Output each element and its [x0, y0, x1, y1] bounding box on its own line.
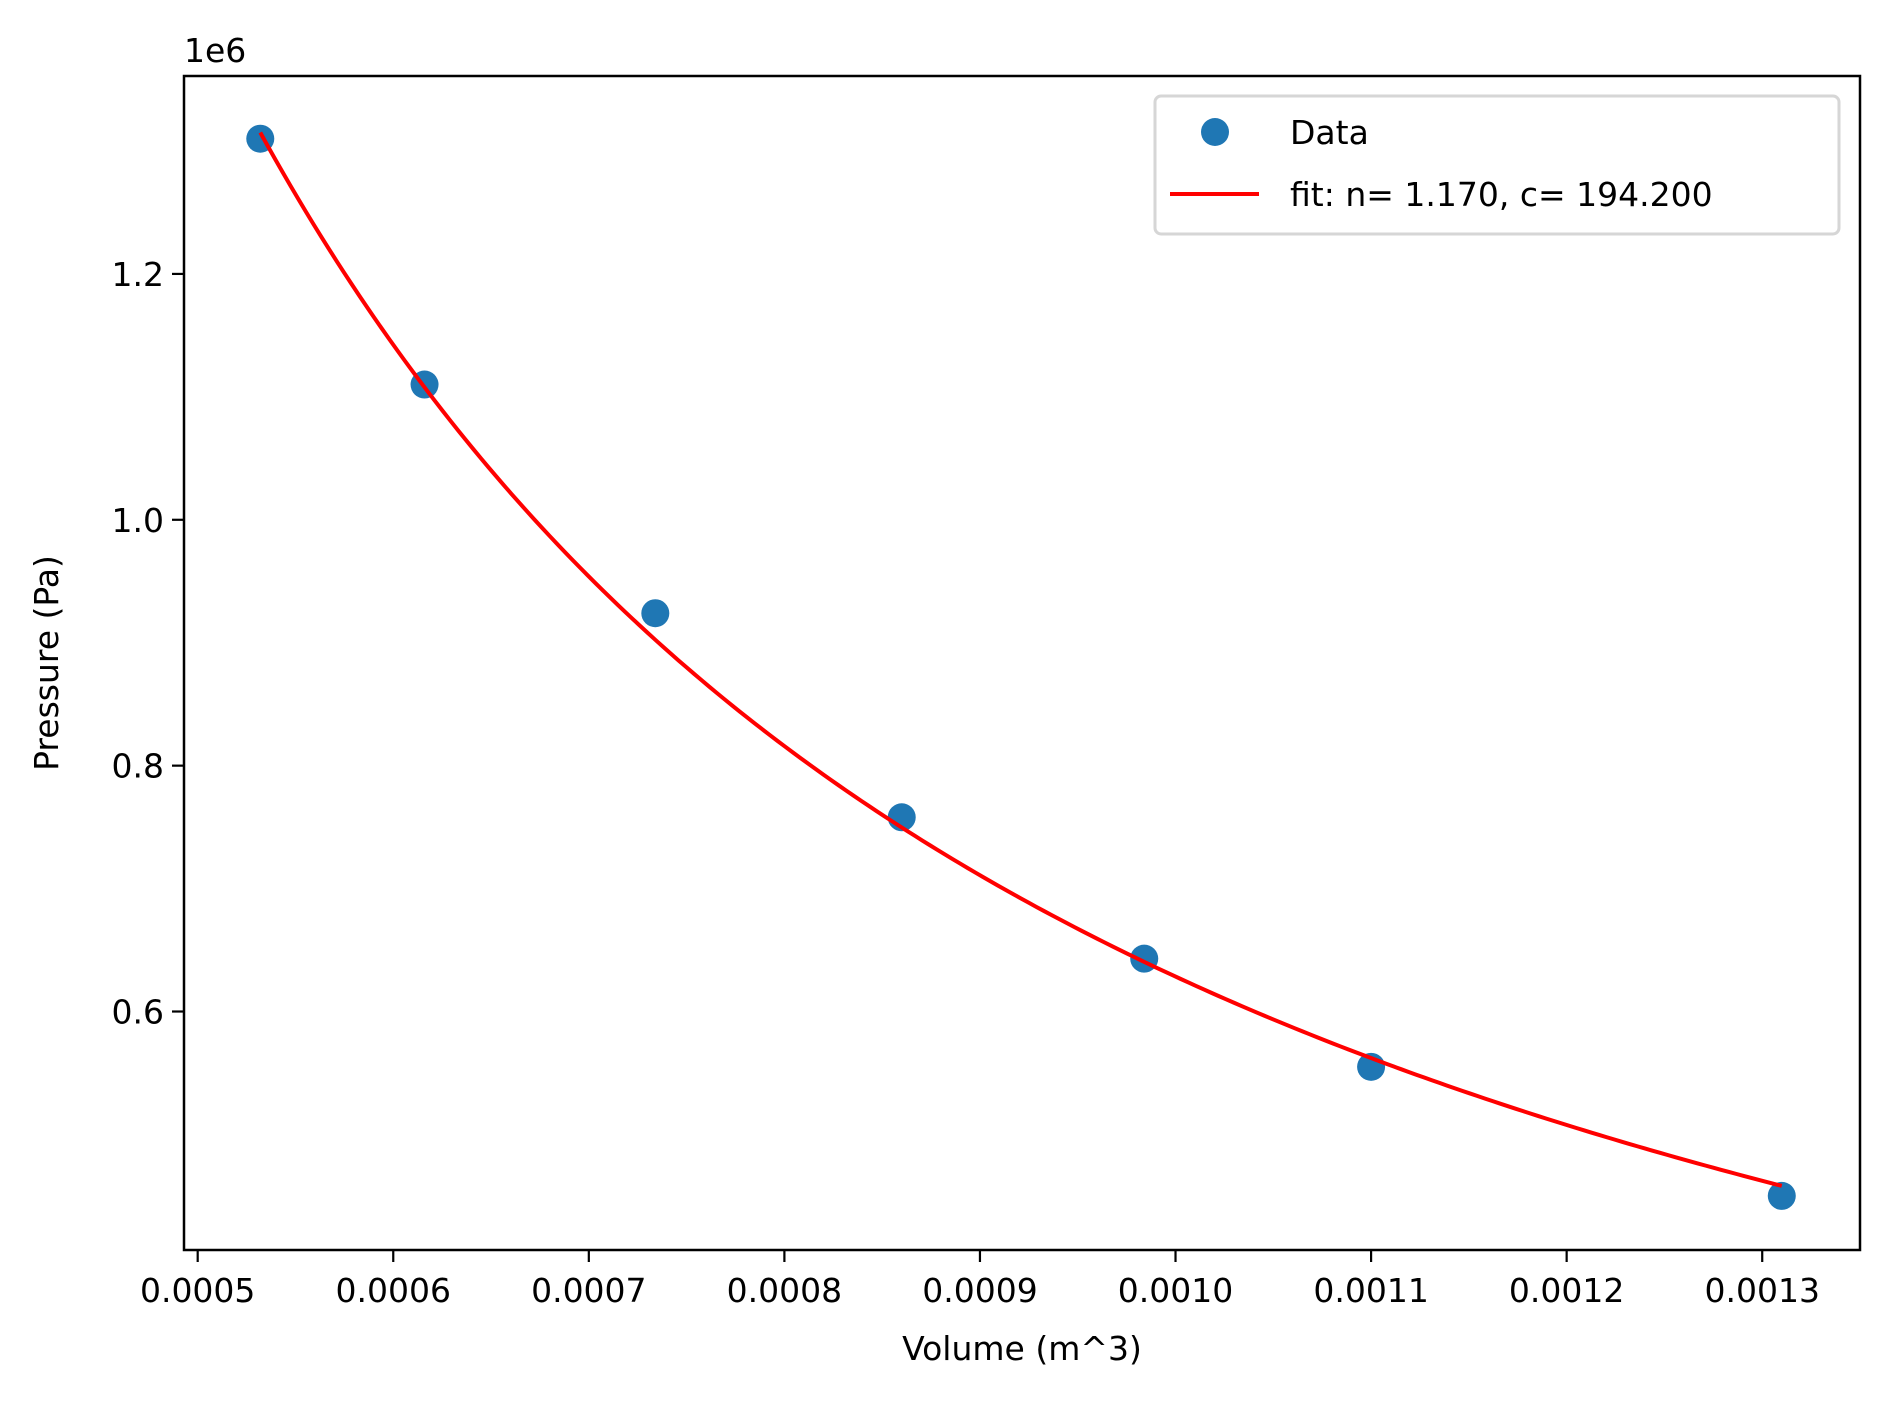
x-tick-label: 0.0013: [1704, 1271, 1819, 1310]
x-axis-label: Volume (m^3): [902, 1329, 1142, 1368]
legend: Data fit: n= 1.170, c= 194.200: [1153, 94, 1841, 236]
data-point: [1767, 1181, 1796, 1210]
y-offset-label: 1e6: [184, 31, 246, 70]
y-tick-label: 0.8: [112, 747, 164, 786]
x-tick-label: 0.0007: [531, 1271, 646, 1310]
legend-label-data: Data: [1290, 113, 1369, 152]
fit-line: [258, 131, 1783, 1188]
x-axis-ticks: 0.0005 0.0006 0.0007 0.0008 0.0009 0.0010 0.00…: [140, 1250, 1820, 1310]
legend-label-fit: fit: n= 1.170, c= 194.200: [1290, 175, 1713, 214]
y-tick-label: 1.0: [112, 501, 164, 540]
y-axis-label: Pressure (Pa): [27, 555, 66, 771]
data-points: [246, 124, 1796, 1210]
y-tick-label: 1.2: [112, 255, 164, 294]
legend-marker-icon: [1201, 118, 1229, 146]
x-tick-label: 0.0006: [336, 1271, 451, 1310]
y-tick-label: 0.6: [112, 993, 164, 1032]
y-axis-ticks: 0.6 0.8 1.0 1.2: [112, 255, 184, 1032]
x-tick-label: 0.0010: [1118, 1271, 1233, 1310]
x-tick-label: 0.0009: [922, 1271, 1037, 1310]
x-tick-label: 0.0012: [1509, 1271, 1624, 1310]
x-tick-label: 0.0005: [140, 1271, 255, 1310]
x-tick-label: 0.0011: [1313, 1271, 1428, 1310]
x-tick-label: 0.0008: [727, 1271, 842, 1310]
axes-frame: [182, 74, 1862, 1252]
legend-box: [1153, 94, 1841, 236]
data-point: [641, 599, 670, 628]
fit-curve: [258, 131, 1783, 1188]
